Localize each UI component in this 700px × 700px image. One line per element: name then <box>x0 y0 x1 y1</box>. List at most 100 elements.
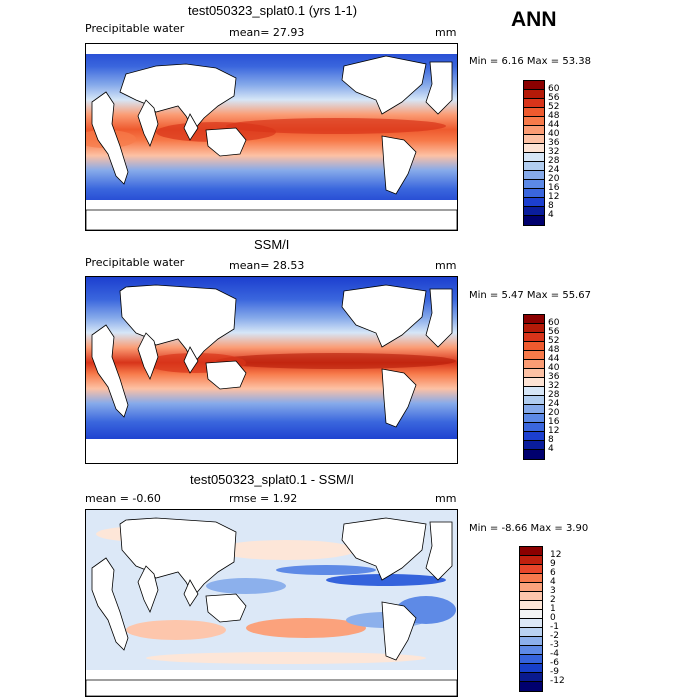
panel2-colorbar-swatch <box>524 369 544 378</box>
panel2-colorbar-swatch <box>524 441 544 450</box>
colorbar-label: 9 <box>550 559 556 569</box>
panel2-min-max: Min = 5.47 Max = 55.67 <box>469 290 591 301</box>
colorbar-label: 20 <box>548 174 560 184</box>
panel1-colorbar-swatch <box>524 108 544 117</box>
colorbar-label: -6 <box>550 658 559 668</box>
panel2-colorbar-swatch <box>524 324 544 333</box>
colorbar-label: 44 <box>548 120 560 130</box>
panel2-mean-label: mean= 28.53 <box>229 259 305 272</box>
panel2-colorbar-swatch <box>524 387 544 396</box>
colorbar-label: -2 <box>550 631 559 641</box>
panel2-title: SSM/I <box>254 237 290 252</box>
panel1-colorbar-swatch <box>524 162 544 171</box>
panel2-colorbar-swatch <box>524 396 544 405</box>
panel3-map <box>85 509 458 697</box>
panel1-colorbar-swatch <box>524 81 544 90</box>
colorbar-label: 4 <box>548 210 554 220</box>
panel1-colorbar-swatch <box>524 171 544 180</box>
panel2-colorbar-swatch <box>524 351 544 360</box>
panel2-colorbar-swatch <box>524 378 544 387</box>
panel1-colorbar-swatch <box>524 180 544 189</box>
colorbar-label: 16 <box>548 417 560 427</box>
panel1-map-canvas <box>86 44 457 230</box>
panel3-colorbar-swatch <box>520 592 542 601</box>
panel1-colorbar-swatch <box>524 207 544 216</box>
colorbar-label: 28 <box>548 390 560 400</box>
colorbar-label: 12 <box>548 192 560 202</box>
panel1-title: test050323_splat0.1 (yrs 1-1) <box>188 3 358 18</box>
colorbar-label: 60 <box>548 84 560 94</box>
panel2-units: mm <box>435 259 457 272</box>
panel3-colorbar-swatch <box>520 547 542 556</box>
colorbar-label: -1 <box>550 622 559 632</box>
panel3-map-canvas <box>86 510 457 696</box>
panel2-colorbar-swatch <box>524 315 544 324</box>
panel3-colorbar-swatch <box>520 664 542 673</box>
colorbar-label: 28 <box>548 156 560 166</box>
colorbar-label: 6 <box>550 568 556 578</box>
colorbar-label: 60 <box>548 318 560 328</box>
panel3-colorbar-swatch <box>520 574 542 583</box>
colorbar-label: 48 <box>548 111 560 121</box>
colorbar-label: 3 <box>550 586 556 596</box>
colorbar-label: -12 <box>550 676 565 686</box>
panel2-map-canvas <box>86 277 457 463</box>
panel3-colorbar-swatch <box>520 655 542 664</box>
panel1-mean-label: mean= 27.93 <box>229 26 305 39</box>
panel1-units: mm <box>435 26 457 39</box>
colorbar-label: 32 <box>548 147 560 157</box>
panel1-colorbar-swatch <box>524 99 544 108</box>
panel1-colorbar-swatch <box>524 117 544 126</box>
panel1-colorbar <box>523 80 545 226</box>
panel3-mean-label: mean = -0.60 <box>85 492 161 505</box>
panel3-colorbar-swatch <box>520 682 542 691</box>
panel3-colorbar <box>519 546 543 692</box>
colorbar-label: 12 <box>548 426 560 436</box>
colorbar-label: 12 <box>550 550 562 560</box>
panel2-colorbar <box>523 314 545 460</box>
panel1-colorbar-swatch <box>524 216 544 225</box>
panel1-colorbar-swatch <box>524 126 544 135</box>
colorbar-label: 40 <box>548 363 560 373</box>
colorbar-label: 24 <box>548 165 560 175</box>
panel1-colorbar-swatch <box>524 144 544 153</box>
panel3-continents <box>86 517 457 696</box>
colorbar-label: -9 <box>550 667 559 677</box>
panel2-colorbar-swatch <box>524 432 544 441</box>
panel1-colorbar-swatch <box>524 135 544 144</box>
panel3-colorbar-swatch <box>520 628 542 637</box>
colorbar-label: 36 <box>548 372 560 382</box>
colorbar-label: -3 <box>550 640 559 650</box>
panel2-colorbar-swatch <box>524 405 544 414</box>
panel1-colorbar-swatch <box>524 153 544 162</box>
panel2-continents <box>91 284 453 428</box>
panel1-min-max: Min = 6.16 Max = 53.38 <box>469 56 591 67</box>
colorbar-label: -4 <box>550 649 559 659</box>
panel3-min-max: Min = -8.66 Max = 3.90 <box>469 523 589 534</box>
panel3-units: mm <box>435 492 457 505</box>
panel3-colorbar-swatch <box>520 583 542 592</box>
panel3-colorbar-swatch <box>520 619 542 628</box>
panel1-colorbar-swatch <box>524 90 544 99</box>
colorbar-label: 56 <box>548 93 560 103</box>
panel2-colorbar-swatch <box>524 333 544 342</box>
panel3-colorbar-swatch <box>520 601 542 610</box>
panel3-colorbar-swatch <box>520 637 542 646</box>
panel2-colorbar-swatch <box>524 450 544 459</box>
panel2-colorbar-swatch <box>524 342 544 351</box>
panel2-variable-label: Precipitable water <box>85 256 185 269</box>
colorbar-label: 56 <box>548 327 560 337</box>
season-label: ANN <box>511 8 557 31</box>
panel3-title: test050323_splat0.1 - SSM/I <box>190 472 355 487</box>
panel1-variable-label: Precipitable water <box>85 22 185 35</box>
colorbar-label: 32 <box>548 381 560 391</box>
colorbar-label: 8 <box>548 435 554 445</box>
colorbar-label: 8 <box>548 201 554 211</box>
panel3-rmse-label: rmse = 1.92 <box>229 492 298 505</box>
panel1-map <box>85 43 458 231</box>
panel3-colorbar-swatch <box>520 556 542 565</box>
colorbar-label: 24 <box>548 399 560 409</box>
panel3-colorbar-swatch <box>520 673 542 682</box>
colorbar-label: 36 <box>548 138 560 148</box>
colorbar-label: 48 <box>548 345 560 355</box>
